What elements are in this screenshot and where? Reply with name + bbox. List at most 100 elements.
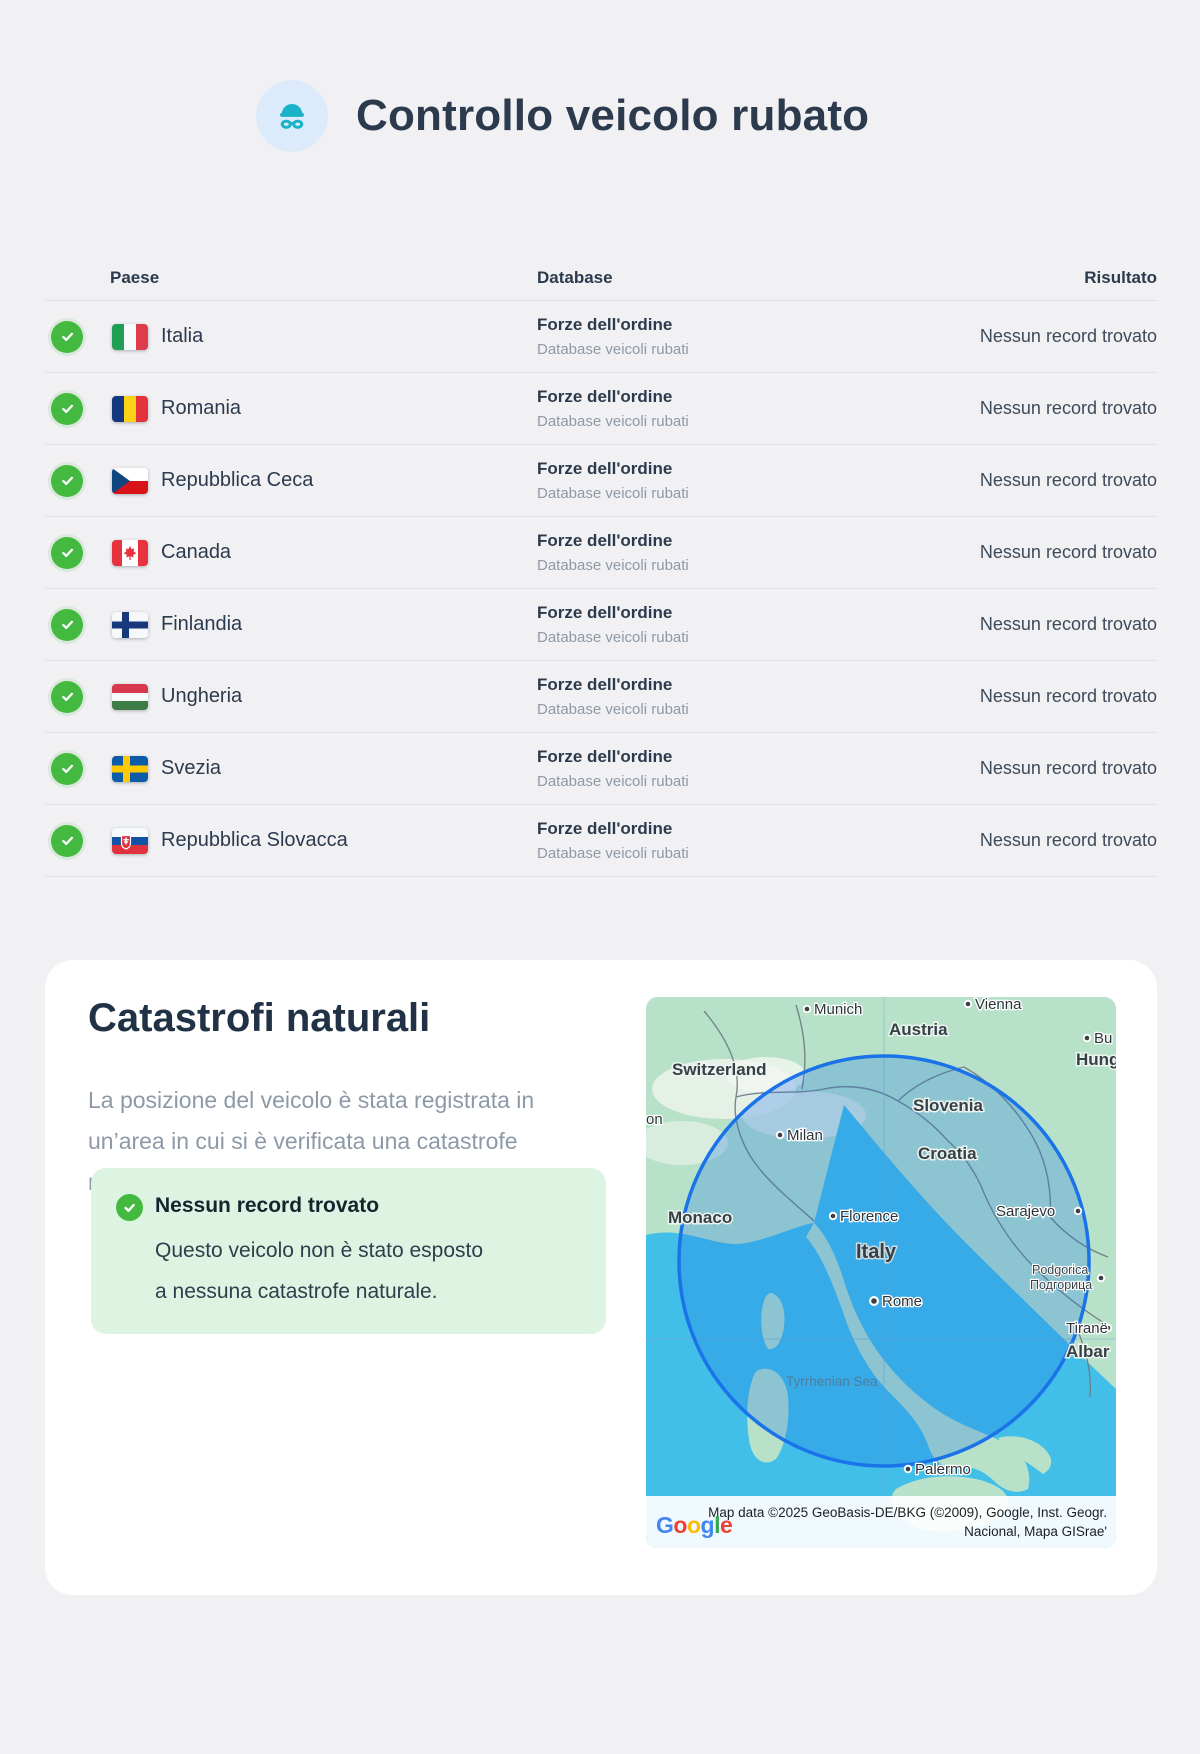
- country-label: Ungheria: [161, 685, 243, 707]
- database-subtitle: Database veicoli rubati: [537, 340, 689, 358]
- database-subtitle: Database veicoli rubati: [537, 628, 689, 646]
- no-record-box: Nessun record trovato Questo veicolo non…: [91, 1168, 606, 1334]
- database-name: Forze dell'ordine: [537, 458, 673, 478]
- map-label: Tyrrhenian Sea: [786, 1374, 878, 1389]
- card-title: Catastrofi naturali: [88, 996, 431, 1040]
- database-cell: Forze dell'ordine Database veicoli rubat…: [537, 314, 977, 360]
- database-cell: Forze dell'ordine Database veicoli rubat…: [537, 602, 977, 648]
- check-circle-icon: [116, 1194, 143, 1221]
- location-map[interactable]: Munich Vienna Austria Bu Hung Switzerland on Sl…: [646, 997, 1116, 1548]
- result-text: Nessun record trovato: [979, 542, 1157, 562]
- check-circle-icon: [51, 608, 83, 641]
- result-text: Nessun record trovato: [979, 686, 1157, 706]
- map-label: Podgorica: [1032, 1263, 1088, 1277]
- table-row: Repubblica Ceca Forze dell'ordine Databa…: [45, 445, 1157, 517]
- result-text: Nessun record trovato: [979, 470, 1157, 490]
- map-radius-circle: [677, 1054, 1091, 1468]
- map-label: Florence: [840, 1208, 898, 1225]
- country-cell: Ungheria: [45, 680, 537, 713]
- map-label: Austria: [889, 1020, 948, 1039]
- check-circle-icon: [51, 392, 83, 425]
- map-label: Sarajevo: [996, 1203, 1055, 1220]
- country-cell: Repubblica Ceca: [45, 464, 537, 497]
- country-label: Finlandia: [161, 613, 243, 635]
- database-cell: Forze dell'ordine Database veicoli rubat…: [537, 674, 977, 720]
- country-label: Repubblica Slovacca: [161, 829, 348, 851]
- database-name: Forze dell'ordine: [537, 674, 673, 694]
- country-cell: Italia: [45, 320, 537, 353]
- check-circle-icon: [51, 536, 83, 569]
- database-cell: Forze dell'ordine Database veicoli rubat…: [537, 746, 977, 792]
- no-record-description: Questo veicolo non è stato esposto a nes…: [155, 1239, 484, 1303]
- map-attribution-line1: Map data ©2025 GeoBasis-DE/BKG (©2009), …: [708, 1505, 1107, 1520]
- column-header-result: Risultato: [1084, 268, 1157, 287]
- database-subtitle: Database veicoli rubati: [537, 844, 689, 862]
- no-record-title: Nessun record trovato: [155, 1194, 380, 1217]
- flag-fi-icon: [112, 611, 148, 638]
- map-label: Switzerland: [672, 1060, 766, 1079]
- map-label: Albar: [1066, 1342, 1110, 1361]
- database-subtitle: Database veicoli rubati: [537, 412, 689, 430]
- map-label: Vienna: [975, 997, 1022, 1013]
- database-subtitle: Database veicoli rubati: [537, 700, 689, 718]
- page-title: Controllo veicolo rubato: [356, 91, 870, 140]
- table-header-row: Paese Database Risultato: [45, 224, 1157, 301]
- map-label: Milan: [787, 1127, 823, 1144]
- table-row: Romania Forze dell'ordine Database veico…: [45, 373, 1157, 445]
- country-cell: Canada: [45, 536, 537, 569]
- table-row: Finlandia Forze dell'ordine Database vei…: [45, 589, 1157, 661]
- flag-ca-icon: [112, 539, 148, 566]
- database-cell: Forze dell'ordine Database veicoli rubat…: [537, 530, 977, 576]
- check-circle-icon: [51, 464, 83, 497]
- flag-ro-icon: [112, 395, 148, 422]
- table-row: Svezia Forze dell'ordine Database veicol…: [45, 733, 1157, 805]
- country-label: Canada: [161, 541, 232, 563]
- column-header-country: Paese: [110, 268, 160, 287]
- natural-disasters-card: Catastrofi naturali La posizione del vei…: [45, 960, 1157, 1595]
- flag-it-icon: [112, 323, 148, 350]
- table-row: Ungheria Forze dell'ordine Database veic…: [45, 661, 1157, 733]
- map-label: Munich: [814, 1001, 862, 1018]
- map-label: Hung: [1076, 1050, 1116, 1069]
- map-label: Tiranë: [1066, 1320, 1108, 1337]
- column-header-database: Database: [537, 268, 613, 287]
- google-logo[interactable]: Google: [656, 1512, 733, 1538]
- flag-cz-icon: [112, 467, 148, 494]
- country-cell: Finlandia: [45, 608, 537, 641]
- result-text: Nessun record trovato: [979, 614, 1157, 634]
- map-label: Italy: [856, 1241, 897, 1263]
- flag-sk-icon: [112, 827, 148, 854]
- table-row: Repubblica Slovacca Forze dell'ordine Da…: [45, 805, 1157, 877]
- map-label: Palermo: [915, 1461, 971, 1478]
- check-circle-icon: [51, 680, 83, 713]
- map-label: Croatia: [918, 1144, 977, 1163]
- map-label: Подгорица: [1030, 1278, 1092, 1292]
- result-text: Nessun record trovato: [979, 830, 1157, 850]
- map-label: Monaco: [668, 1208, 732, 1227]
- country-cell: Repubblica Slovacca: [45, 824, 537, 857]
- country-label: Italia: [161, 325, 204, 347]
- map-label: Rome: [882, 1293, 922, 1310]
- database-name: Forze dell'ordine: [537, 602, 673, 622]
- map-label: Bu: [1094, 1030, 1112, 1047]
- database-subtitle: Database veicoli rubati: [537, 772, 689, 790]
- database-subtitle: Database veicoli rubati: [537, 556, 689, 574]
- database-name: Forze dell'ordine: [537, 818, 673, 838]
- database-cell: Forze dell'ordine Database veicoli rubat…: [537, 386, 977, 432]
- table-row: Italia Forze dell'ordine Database veicol…: [45, 301, 1157, 373]
- map-label: Slovenia: [913, 1096, 983, 1115]
- country-label: Svezia: [161, 757, 222, 779]
- database-name: Forze dell'ordine: [537, 386, 673, 406]
- database-subtitle: Database veicoli rubati: [537, 484, 689, 502]
- map-label: on: [646, 1111, 663, 1128]
- database-name: Forze dell'ordine: [537, 314, 673, 334]
- flag-se-icon: [112, 755, 148, 782]
- flag-hu-icon: [112, 683, 148, 710]
- database-name: Forze dell'ordine: [537, 746, 673, 766]
- table-row: Canada Forze dell'ordine Database veicol…: [45, 517, 1157, 589]
- check-circle-icon: [51, 752, 83, 785]
- country-cell: Svezia: [45, 752, 537, 785]
- database-name: Forze dell'ordine: [537, 530, 673, 550]
- country-label: Romania: [161, 397, 242, 419]
- result-text: Nessun record trovato: [979, 326, 1157, 346]
